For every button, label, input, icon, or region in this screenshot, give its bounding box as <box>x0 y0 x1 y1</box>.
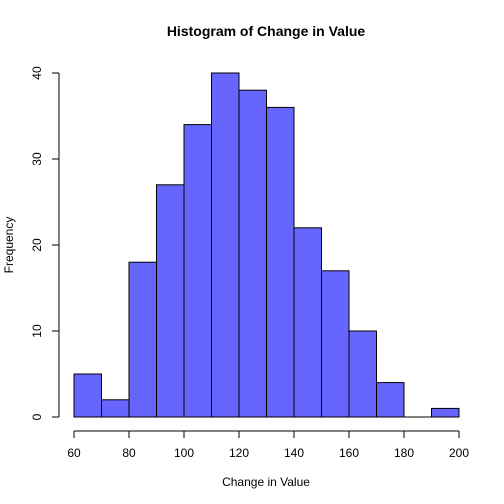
x-tick-label: 60 <box>67 446 81 460</box>
x-tick-label: 180 <box>394 446 414 460</box>
x-tick-label: 160 <box>339 446 359 460</box>
histogram-bar <box>128 261 157 418</box>
x-tick-label: 80 <box>122 446 136 460</box>
x-axis: 60 80 100 120 140 160 180 200 <box>67 430 469 460</box>
histogram-bar <box>321 270 350 418</box>
histogram-bar <box>238 89 267 418</box>
histogram-bar <box>266 106 295 418</box>
x-tick-label: 200 <box>449 446 469 460</box>
bars-group <box>73 72 460 418</box>
histogram-bar <box>101 399 130 418</box>
histogram-bar <box>431 407 460 418</box>
x-tick-label: 120 <box>229 446 249 460</box>
histogram-bar <box>211 72 240 418</box>
y-tick-label: 20 <box>30 238 44 252</box>
y-axis-label: Frequency <box>2 217 16 274</box>
histogram-bar <box>293 227 322 418</box>
x-axis-label: Change in Value <box>222 475 310 489</box>
y-tick-label: 10 <box>30 324 44 338</box>
x-tick-label: 100 <box>174 446 194 460</box>
y-axis: 0 10 20 30 40 <box>30 66 60 420</box>
x-tick-label: 140 <box>284 446 304 460</box>
y-tick-label: 0 <box>30 413 44 420</box>
chart-title: Histogram of Change in Value <box>167 23 366 39</box>
y-tick-label: 30 <box>30 152 44 166</box>
histogram-bar <box>156 184 185 418</box>
histogram-bar <box>376 382 405 418</box>
histogram-bar <box>73 373 102 418</box>
y-tick-label: 40 <box>30 66 44 80</box>
histogram-bar <box>183 124 212 418</box>
histogram-bar <box>348 330 377 418</box>
